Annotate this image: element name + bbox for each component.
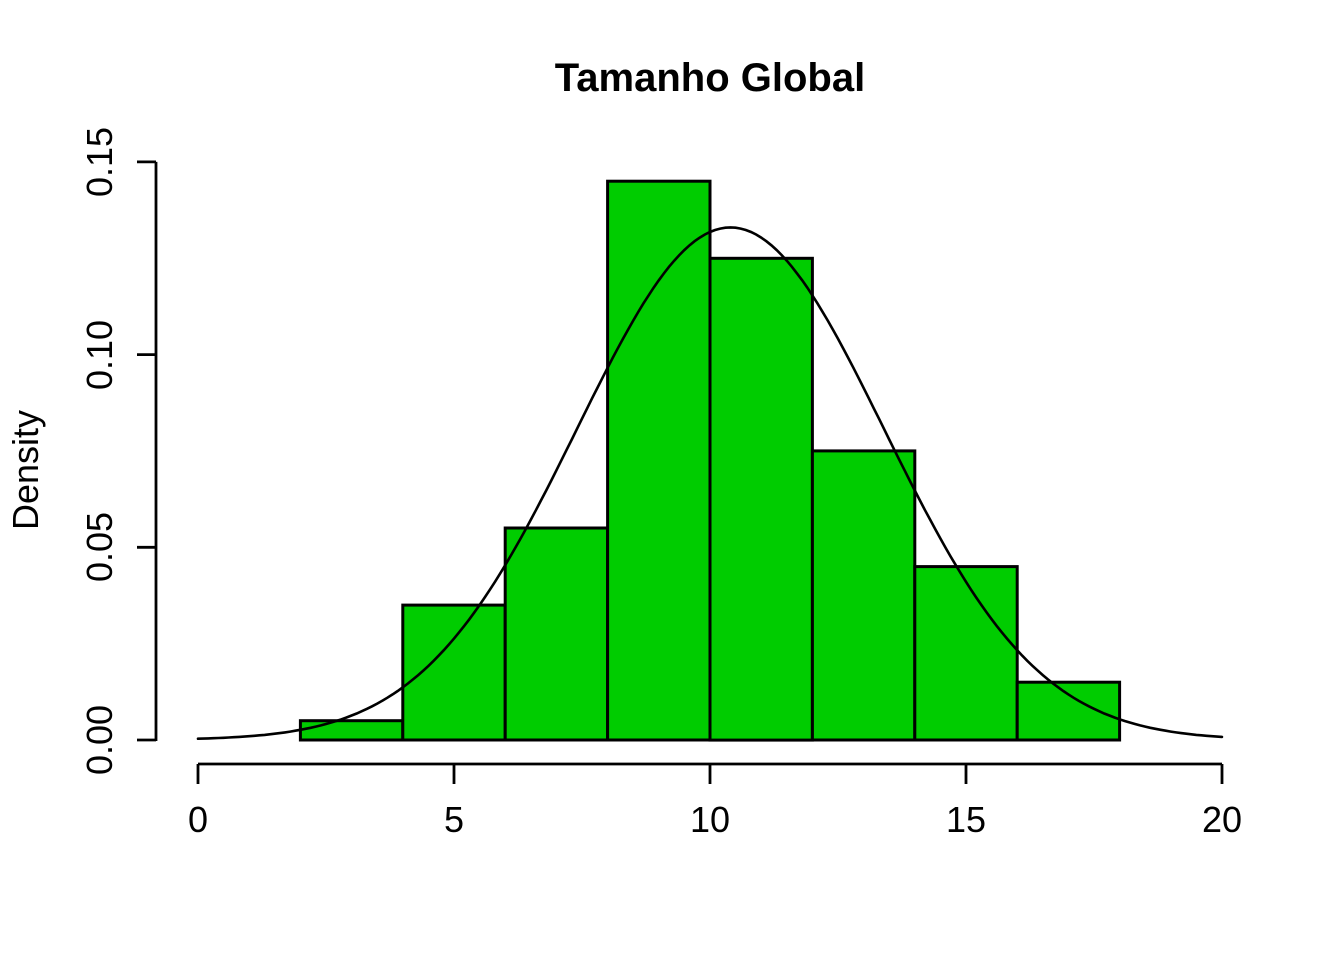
x-tick-label: 0 — [187, 799, 209, 840]
histogram-bar — [1015, 680, 1122, 742]
x-tick-label: 20 — [1201, 799, 1243, 840]
histogram-bar — [810, 449, 917, 742]
y-tick-label: 0.00 — [79, 704, 120, 776]
histogram-bar — [606, 179, 712, 742]
histogram-bar — [503, 526, 610, 742]
chart-title: Tamanho Global — [554, 56, 866, 100]
x-tick-label: 10 — [689, 799, 731, 840]
y-tick-label: 0.05 — [79, 512, 120, 583]
histogram-bar — [708, 256, 814, 742]
y-tick-label: 0.10 — [79, 319, 120, 390]
x-tick-label: 15 — [945, 799, 987, 840]
histogram-bar — [298, 719, 405, 742]
histogram-bar — [913, 565, 1019, 742]
histogram-bar — [401, 603, 507, 742]
density-curve — [196, 226, 1224, 740]
y-tick-label: 0.15 — [79, 126, 120, 197]
x-tick-label: 5 — [443, 799, 465, 840]
